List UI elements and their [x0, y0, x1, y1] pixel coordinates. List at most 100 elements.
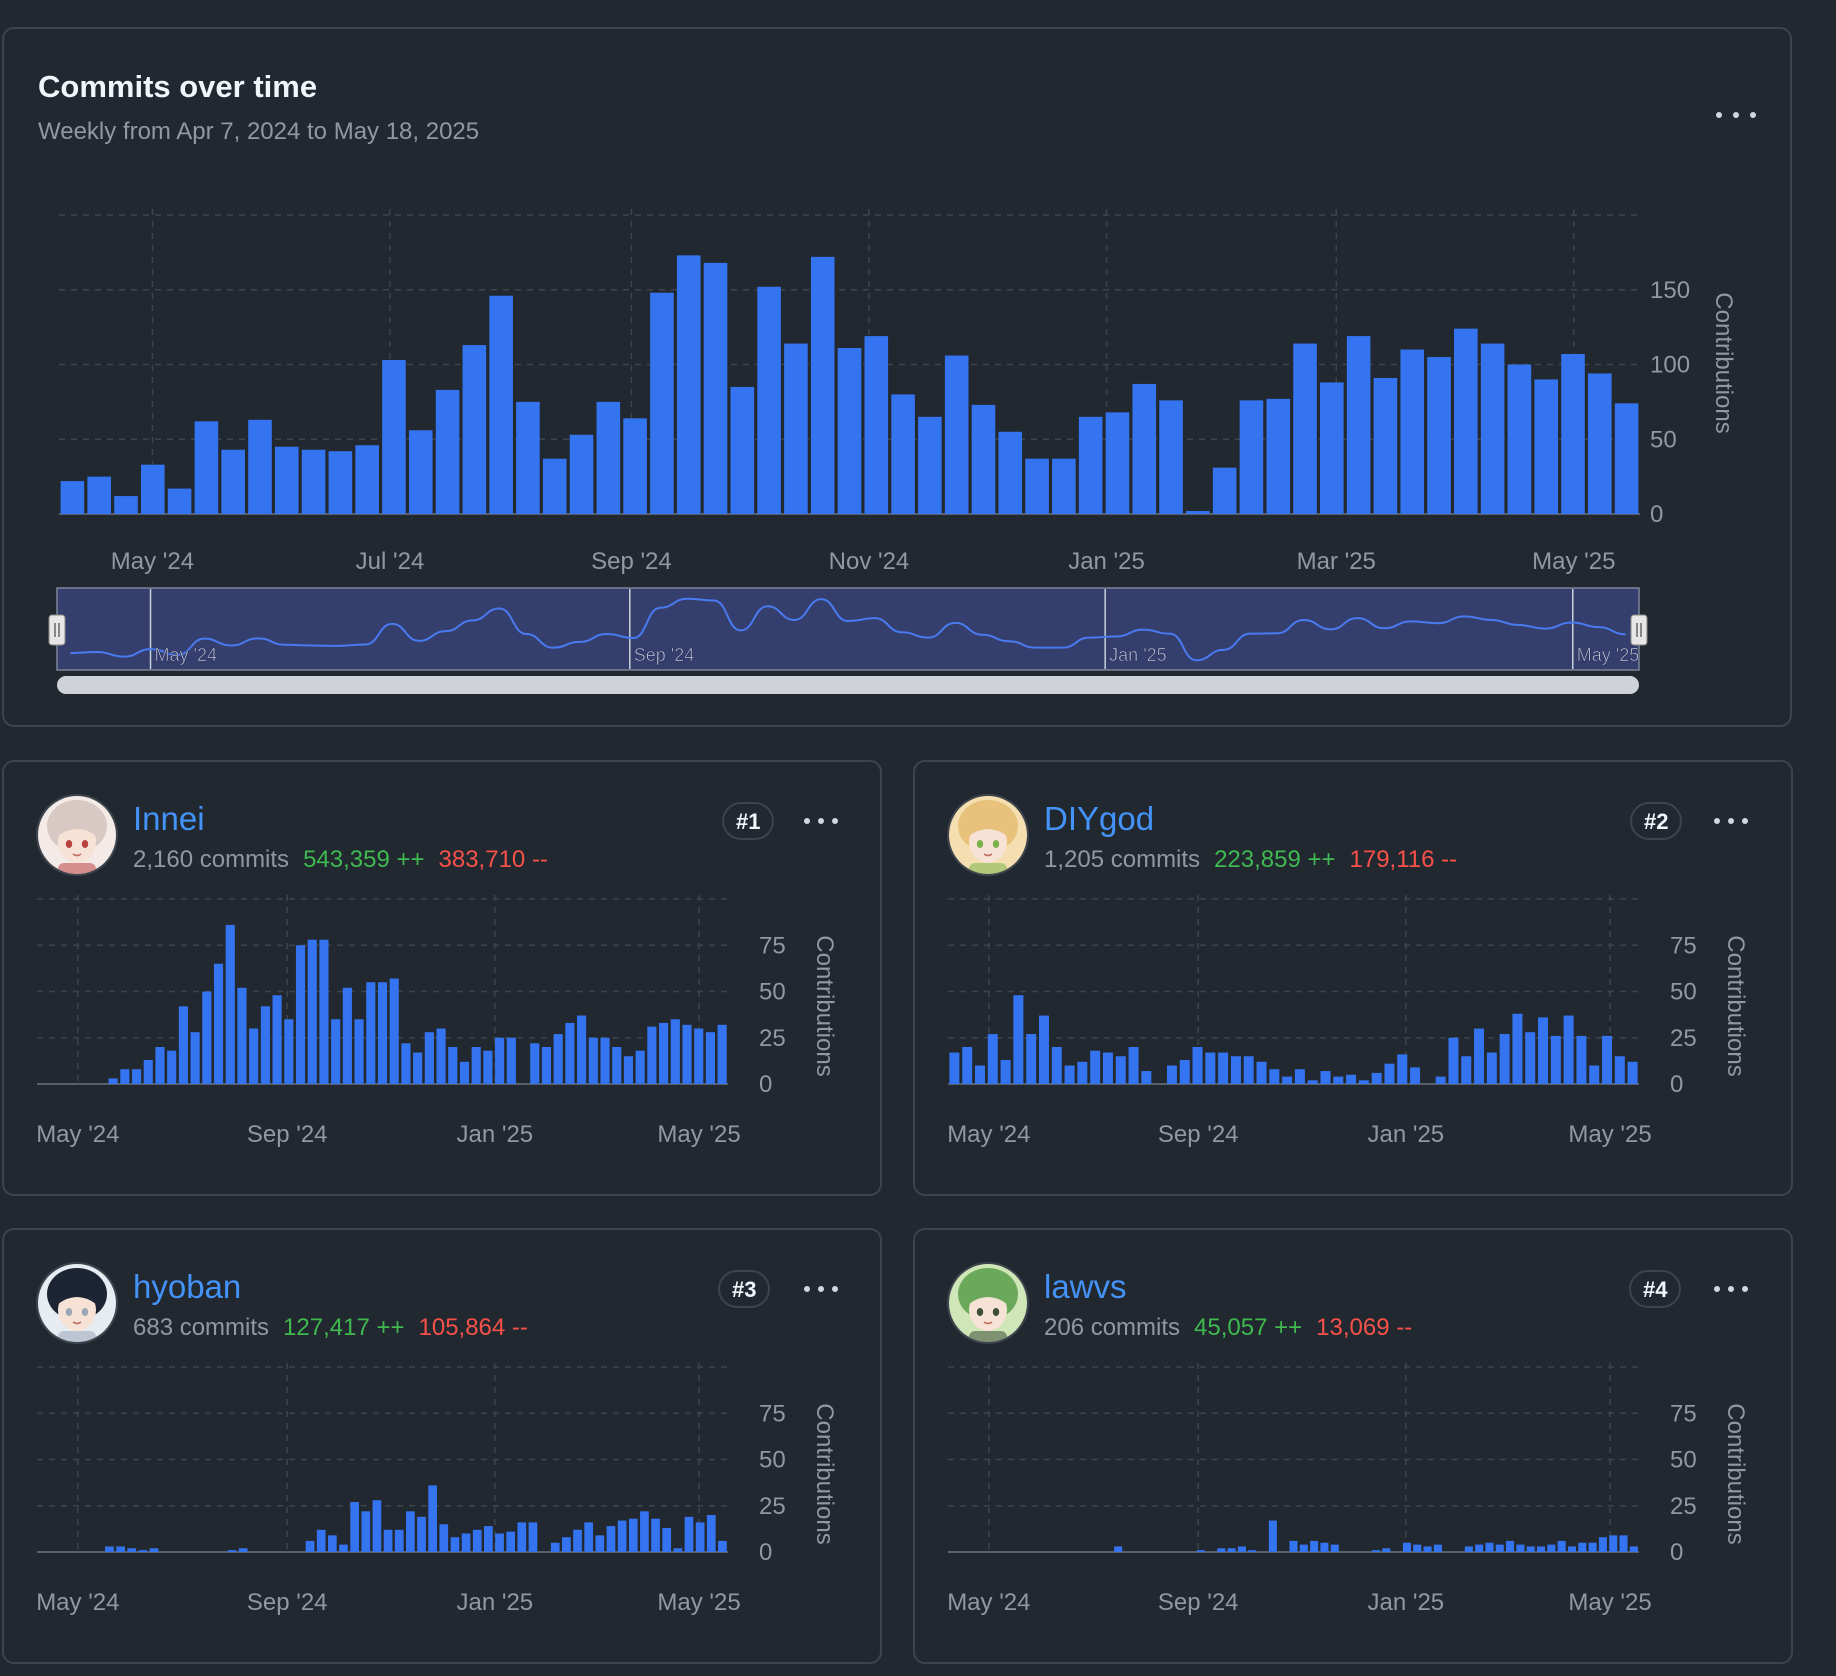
bar[interactable]: [1294, 1069, 1305, 1084]
bar[interactable]: [1495, 1544, 1504, 1552]
bar[interactable]: [424, 1032, 434, 1084]
bar[interactable]: [1629, 1546, 1638, 1552]
navigator-scrollbar[interactable]: [57, 676, 1639, 694]
bar[interactable]: [1132, 383, 1157, 514]
bar[interactable]: [354, 1019, 364, 1084]
bar[interactable]: [565, 1022, 575, 1084]
bar[interactable]: [221, 449, 245, 514]
bar[interactable]: [383, 1529, 393, 1552]
bar[interactable]: [1299, 1544, 1308, 1552]
bar[interactable]: [717, 1024, 727, 1084]
bar[interactable]: [1013, 995, 1024, 1084]
bar[interactable]: [1499, 1034, 1510, 1084]
bar[interactable]: [1382, 1548, 1391, 1552]
bar[interactable]: [116, 1546, 125, 1552]
bar[interactable]: [1589, 1065, 1600, 1085]
bar[interactable]: [1064, 1065, 1075, 1085]
bar[interactable]: [272, 995, 282, 1084]
bar[interactable]: [584, 1522, 594, 1552]
bar[interactable]: [1239, 400, 1264, 514]
bar[interactable]: [249, 1028, 259, 1085]
bar[interactable]: [355, 445, 379, 514]
avatar[interactable]: [36, 1262, 118, 1344]
bar[interactable]: [1538, 1017, 1549, 1084]
bar[interactable]: [127, 1548, 137, 1552]
bar[interactable]: [975, 1065, 985, 1085]
bar[interactable]: [1461, 1056, 1472, 1084]
bar[interactable]: [316, 1529, 326, 1552]
bar[interactable]: [350, 1502, 359, 1552]
bar[interactable]: [1248, 1550, 1257, 1552]
bar[interactable]: [1166, 1065, 1177, 1085]
bar[interactable]: [673, 1548, 683, 1552]
bar[interactable]: [987, 1034, 998, 1084]
bar[interactable]: [1237, 1546, 1246, 1552]
bar[interactable]: [484, 1526, 493, 1552]
navigator-selection[interactable]: [56, 587, 1640, 671]
bar[interactable]: [998, 431, 1023, 514]
bar[interactable]: [612, 1047, 622, 1084]
bar[interactable]: [167, 488, 192, 514]
bar[interactable]: [682, 1024, 692, 1084]
commit-count[interactable]: 2,160 commits: [133, 846, 290, 873]
bar[interactable]: [108, 1078, 118, 1084]
bar[interactable]: [1614, 403, 1639, 514]
commit-count[interactable]: 206 commits: [1044, 1314, 1181, 1341]
bar[interactable]: [757, 286, 781, 514]
bar[interactable]: [949, 1052, 960, 1084]
avatar[interactable]: [36, 794, 118, 876]
bar[interactable]: [695, 1522, 705, 1552]
contributor-name-link[interactable]: hyoban: [133, 1268, 242, 1305]
bar[interactable]: [1289, 1540, 1298, 1552]
bar[interactable]: [670, 1019, 680, 1084]
bar[interactable]: [1480, 343, 1505, 514]
bar[interactable]: [1102, 1052, 1113, 1084]
bar[interactable]: [1506, 1540, 1515, 1552]
bar[interactable]: [305, 1540, 315, 1552]
bar[interactable]: [194, 421, 219, 514]
bar[interactable]: [1433, 1544, 1442, 1552]
bar[interactable]: [238, 1548, 248, 1552]
bar[interactable]: [307, 939, 317, 1084]
bar[interactable]: [1159, 400, 1183, 514]
bar[interactable]: [694, 1028, 704, 1085]
bar[interactable]: [1397, 1054, 1408, 1084]
bar[interactable]: [489, 295, 513, 514]
bar[interactable]: [1230, 1056, 1241, 1084]
bar[interactable]: [472, 1529, 482, 1552]
range-navigator[interactable]: May '24 Sep '24 Jan '25 May '25: [48, 587, 1648, 694]
bar[interactable]: [155, 1047, 165, 1084]
bar[interactable]: [1578, 1542, 1587, 1552]
bar[interactable]: [635, 1050, 645, 1084]
bar[interactable]: [1557, 1540, 1566, 1552]
bar[interactable]: [406, 1511, 415, 1552]
bar[interactable]: [1435, 1076, 1446, 1084]
bar[interactable]: [1293, 343, 1317, 514]
bar[interactable]: [1052, 458, 1076, 514]
bar[interactable]: [1256, 1061, 1267, 1084]
bar[interactable]: [606, 1526, 616, 1552]
bar[interactable]: [1485, 1542, 1494, 1552]
bar[interactable]: [1567, 1546, 1576, 1552]
bar[interactable]: [331, 1019, 341, 1084]
bar[interactable]: [573, 1529, 582, 1552]
card-menu-button[interactable]: [1714, 809, 1748, 833]
bar[interactable]: [553, 1034, 563, 1084]
bar[interactable]: [640, 1511, 649, 1552]
bar[interactable]: [623, 418, 647, 514]
bar[interactable]: [1105, 412, 1130, 514]
bar[interactable]: [131, 1069, 142, 1084]
bar[interactable]: [417, 1516, 426, 1552]
bar[interactable]: [394, 1529, 404, 1552]
bar[interactable]: [377, 982, 388, 1084]
bar[interactable]: [1179, 1059, 1190, 1084]
bar[interactable]: [1000, 1059, 1011, 1084]
bar[interactable]: [530, 1043, 540, 1084]
bar[interactable]: [342, 987, 352, 1084]
bar[interactable]: [140, 464, 165, 514]
bar[interactable]: [1115, 1056, 1126, 1084]
bar[interactable]: [550, 1542, 560, 1552]
bar[interactable]: [577, 1015, 587, 1084]
bar[interactable]: [284, 1019, 294, 1084]
bar[interactable]: [167, 1050, 177, 1084]
